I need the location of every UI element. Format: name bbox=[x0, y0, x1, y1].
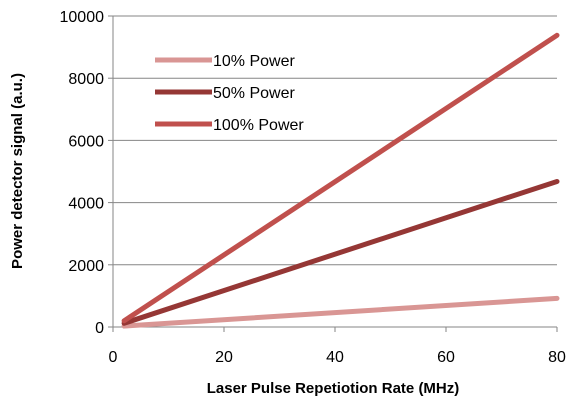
legend-label: 100% Power bbox=[213, 117, 304, 134]
x-tick-label: 80 bbox=[548, 349, 566, 366]
y-tick-label: 8000 bbox=[68, 71, 104, 88]
y-axis-title: Power detector signal (a.u.) bbox=[9, 73, 26, 269]
y-tick-label: 0 bbox=[95, 320, 104, 337]
legend: 10% Power 50% Power 100% Power bbox=[155, 53, 304, 134]
y-tick-label: 4000 bbox=[68, 196, 104, 213]
y-tick-label: 10000 bbox=[60, 9, 105, 26]
series-lines bbox=[121, 32, 560, 329]
x-tick-label: 60 bbox=[437, 349, 455, 366]
tick-labels: 0 2000 4000 6000 8000 10000 0 20 40 60 80 bbox=[60, 9, 567, 366]
gridlines bbox=[113, 15, 557, 266]
x-tick-label: 40 bbox=[326, 349, 344, 366]
x-tick-label: 20 bbox=[215, 349, 233, 366]
series-line bbox=[121, 178, 560, 326]
axes bbox=[108, 15, 558, 332]
x-axis-title: Laser Pulse Repetiotion Rate (MHz) bbox=[207, 380, 460, 397]
legend-label: 50% Power bbox=[213, 85, 295, 102]
series-line bbox=[121, 295, 560, 329]
series-line bbox=[121, 32, 560, 324]
legend-label: 10% Power bbox=[213, 53, 295, 70]
y-tick-label: 6000 bbox=[68, 133, 104, 150]
x-tick-label: 0 bbox=[109, 349, 118, 366]
y-tick-label: 2000 bbox=[68, 258, 104, 275]
